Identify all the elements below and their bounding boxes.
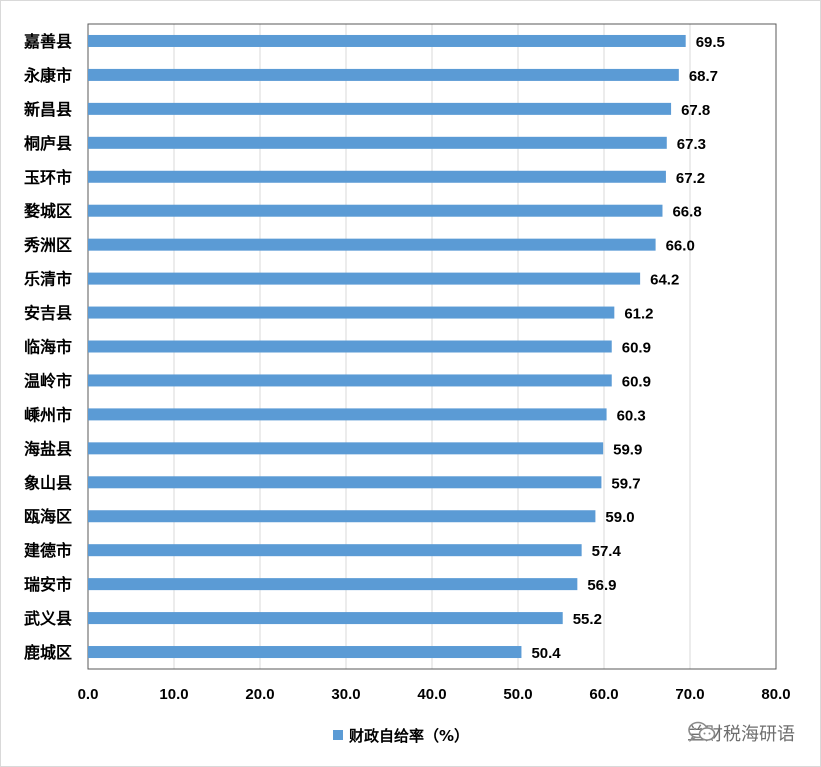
bar	[88, 204, 663, 217]
data-label: 59.9	[613, 441, 642, 458]
x-tick-label: 60.0	[589, 686, 618, 703]
data-label: 69.5	[696, 34, 725, 51]
data-label: 66.8	[672, 204, 701, 221]
category-label: 瑞安市	[24, 575, 72, 594]
x-tick-label: 20.0	[245, 686, 274, 703]
bar	[88, 612, 563, 625]
bar	[88, 170, 666, 183]
category-label: 嘉善县	[23, 32, 72, 51]
category-label: 秀洲区	[23, 236, 72, 255]
bar	[88, 442, 604, 455]
data-label: 61.2	[624, 306, 653, 323]
x-tick-label: 30.0	[331, 686, 360, 703]
x-tick-label: 0.0	[78, 686, 99, 703]
category-label: 新昌县	[24, 100, 72, 119]
bar	[88, 68, 679, 81]
watermark: 兰财税海研语	[687, 720, 795, 746]
data-label: 56.9	[587, 577, 616, 594]
bar	[88, 510, 596, 523]
watermark-text: 兰财税海研语	[687, 724, 795, 745]
data-label: 59.0	[605, 509, 634, 526]
data-label: 60.9	[622, 373, 651, 390]
bar	[88, 102, 672, 115]
data-label: 50.4	[531, 645, 561, 662]
data-label: 59.7	[611, 475, 640, 492]
legend-swatch	[333, 730, 343, 740]
x-tick-label: 70.0	[675, 686, 704, 703]
category-label: 临海市	[24, 338, 72, 357]
category-label: 海盐县	[24, 439, 72, 458]
category-label: 桐庐县	[24, 134, 72, 153]
x-tick-label: 40.0	[417, 686, 446, 703]
x-tick-label: 80.0	[761, 686, 790, 703]
category-label: 瓯海区	[24, 507, 72, 526]
category-label: 嵊州市	[24, 405, 72, 424]
category-label: 乐清市	[24, 270, 72, 289]
bar	[88, 476, 602, 489]
wechat-icon	[688, 721, 716, 743]
data-label: 55.2	[573, 611, 602, 628]
bar	[88, 34, 686, 47]
bar	[88, 578, 578, 591]
data-label: 66.0	[666, 238, 695, 255]
bar	[88, 272, 641, 285]
x-tick-label: 50.0	[503, 686, 532, 703]
bar	[88, 340, 612, 353]
data-label: 68.7	[689, 68, 718, 85]
data-label: 67.3	[677, 136, 706, 153]
category-label: 婺城区	[23, 202, 72, 221]
bar	[88, 306, 615, 319]
data-label: 67.8	[681, 102, 710, 119]
category-label: 玉环市	[24, 168, 72, 187]
bar	[88, 544, 582, 557]
data-label: 60.3	[617, 407, 646, 424]
x-tick-label: 10.0	[159, 686, 188, 703]
data-label: 64.2	[650, 272, 679, 289]
category-label: 建德市	[24, 541, 72, 560]
bar	[88, 374, 612, 387]
data-label: 67.2	[676, 170, 705, 187]
bar	[88, 238, 656, 251]
category-label: 永康市	[23, 66, 72, 85]
category-label: 武义县	[24, 609, 72, 628]
legend-label: 财政自给率（%）	[349, 727, 469, 745]
data-label: 57.4	[592, 543, 622, 560]
data-label: 60.9	[622, 340, 651, 357]
bar	[88, 646, 522, 659]
category-label: 安吉县	[24, 304, 72, 323]
bar	[88, 136, 667, 149]
category-label: 象山县	[24, 473, 72, 492]
bar	[88, 408, 607, 421]
category-label: 鹿城区	[24, 643, 72, 662]
category-label: 温岭市	[23, 371, 72, 390]
